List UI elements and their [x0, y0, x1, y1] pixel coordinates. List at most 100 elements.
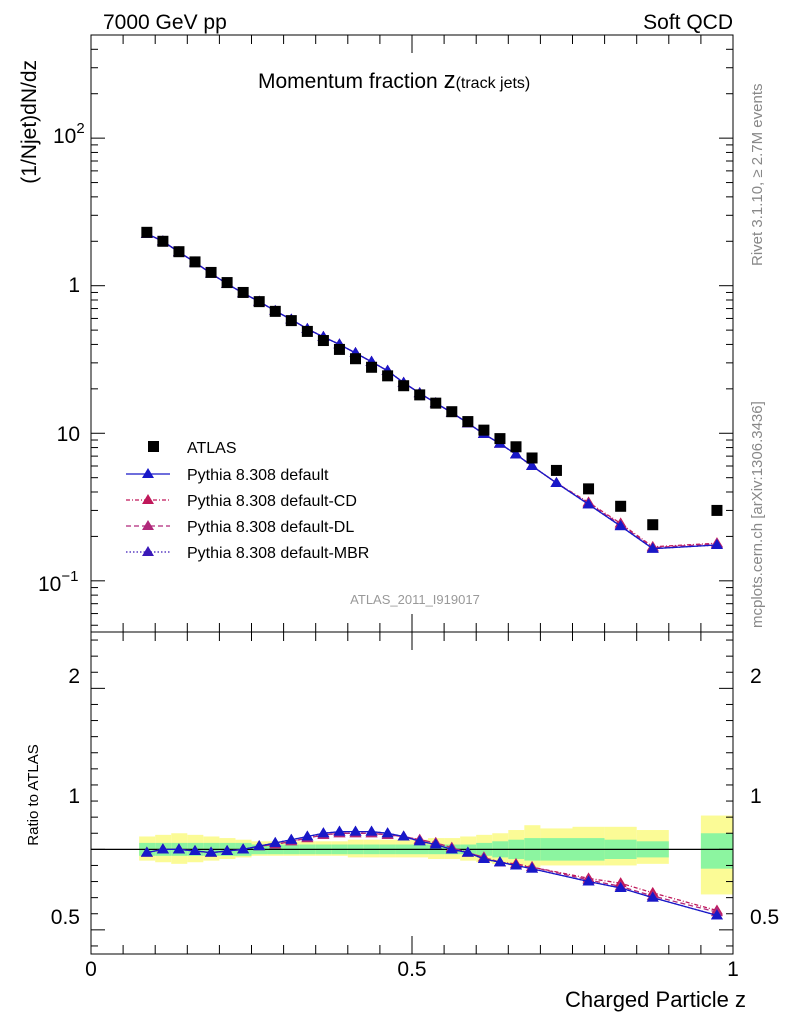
- data-point-atlas: [205, 266, 217, 278]
- legend-marker-cd: [142, 494, 154, 504]
- data-point-atlas: [615, 500, 627, 512]
- legend-marker-dl: [142, 520, 154, 530]
- main-series-group: [140, 226, 723, 553]
- y-tick-label-0p1: 10−1: [38, 568, 78, 596]
- ratio-tick-label-2-left: 2: [68, 665, 80, 688]
- ratio-point-default: [269, 836, 282, 847]
- data-point-atlas: [446, 406, 458, 418]
- main-y-ticks: [91, 34, 733, 626]
- data-point-atlas: [253, 296, 265, 308]
- series-point-default: [614, 520, 627, 531]
- data-point-atlas: [269, 305, 281, 317]
- y-tick-label-10: 1: [68, 274, 80, 297]
- y-tick-label-0p1-base: 10: [38, 573, 61, 596]
- ratio-point-default: [646, 891, 659, 902]
- ratio-plot-frame: [90, 631, 734, 955]
- ratio-y-axis-label: Ratio to ATLAS: [25, 744, 42, 845]
- data-point-atlas: [382, 370, 394, 382]
- x-tick-label-1: 1: [727, 958, 739, 981]
- ratio-point-default: [526, 862, 539, 873]
- x-tick-label-0: 0: [85, 958, 97, 981]
- y-tick-label-100: 102: [53, 120, 85, 148]
- data-point-atlas: [157, 235, 169, 247]
- ratio-tick-label-0p5-left: 0.5: [51, 906, 80, 929]
- ratio-point-default: [397, 830, 410, 841]
- legend-label-dl: Pythia 8.308 default-DL: [187, 519, 354, 536]
- data-point-atlas: [285, 315, 297, 327]
- legend-label-cd: Pythia 8.308 default-CD: [187, 493, 357, 510]
- main-title: Momentum fraction z(track jets): [258, 67, 530, 94]
- x-tick-label-0p5: 0.5: [397, 958, 426, 981]
- data-point-atlas: [494, 433, 506, 445]
- ratio-point-default: [237, 843, 250, 854]
- data-point-atlas: [221, 277, 233, 289]
- ratio-tick-label-2-right: 2: [750, 665, 762, 688]
- data-point-atlas: [317, 335, 329, 347]
- ratio-point-default: [253, 840, 266, 851]
- legend-label-default: Pythia 8.308 default: [187, 467, 329, 484]
- y-tick-label-100-base: 10: [53, 125, 76, 148]
- ratio-point-default: [189, 844, 202, 855]
- data-point-atlas: [350, 353, 362, 365]
- ratio-uncertainty-bands: [139, 815, 733, 895]
- x-axis-label: Charged Particle z: [565, 987, 746, 1012]
- ratio-tick-label-1-left: 1: [68, 785, 80, 808]
- data-point-atlas: [398, 380, 410, 392]
- main-title-text: Momentum fraction: [258, 70, 444, 93]
- data-point-atlas: [430, 397, 442, 409]
- series-point-default: [526, 460, 539, 471]
- data-point-atlas: [462, 416, 474, 428]
- data-point-atlas: [478, 424, 490, 436]
- data-point-atlas: [583, 483, 595, 495]
- ratio-point-default: [710, 909, 723, 920]
- ratio-series-group: [140, 825, 723, 920]
- main-y-axis-label: (1/Njet)dN/dz: [18, 60, 41, 184]
- ratio-point-default: [461, 846, 474, 857]
- data-point-atlas: [526, 452, 538, 464]
- data-point-atlas: [647, 519, 659, 531]
- ratio-point-default: [301, 830, 314, 841]
- main-x-ticks: [90, 35, 734, 632]
- energy-label: 7000 GeV pp: [103, 11, 227, 34]
- main-plot: Momentum fraction z(track jets) (1/Njet)…: [18, 34, 734, 633]
- data-point-atlas: [141, 226, 153, 238]
- data-point-atlas: [414, 389, 426, 401]
- legend-marker-default: [142, 468, 154, 478]
- legend-label-atlas: ATLAS: [187, 440, 237, 457]
- ratio-point-default: [349, 825, 362, 836]
- ratio-point-default: [205, 846, 218, 857]
- ratio-point-default: [445, 843, 458, 854]
- legend-marker-mbr: [142, 546, 154, 556]
- mcplots-side-label: mcplots.cern.ch [arXiv:1306.3436]: [749, 401, 766, 628]
- main-title-sub: (track jets): [456, 75, 531, 92]
- ratio-point-default: [614, 881, 627, 892]
- ratio-point-default: [582, 875, 595, 886]
- ratio-point-default: [333, 825, 346, 836]
- analysis-id-label: ATLAS_2011_I919017: [350, 592, 480, 607]
- data-point-atlas: [189, 256, 201, 268]
- ratio-point-default: [510, 859, 523, 870]
- process-label: Soft QCD: [643, 11, 733, 34]
- y-tick-label-0p1-exp: −1: [61, 568, 78, 585]
- ratio-point-default: [172, 843, 185, 854]
- ratio-point-default: [477, 853, 490, 864]
- ratio-point-default: [285, 833, 298, 844]
- main-plot-frame: [90, 34, 734, 633]
- ratio-y-ticks: [91, 639, 733, 947]
- ratio-tick-label-1-right: 1: [750, 785, 762, 808]
- ratio-x-ticks: [90, 632, 734, 954]
- ratio-point-default: [429, 838, 442, 849]
- ratio-point-default: [140, 846, 153, 857]
- main-title-z: z: [444, 67, 456, 94]
- ratio-plot: Ratio to ATLAS 2 1 0.5 2 1 0.5: [25, 631, 779, 955]
- ratio-point-default: [493, 856, 506, 867]
- series-point-default: [710, 538, 723, 549]
- data-point-atlas: [301, 325, 313, 337]
- ratio-point-default: [221, 844, 234, 855]
- series-point-default: [550, 477, 563, 488]
- data-point-atlas: [366, 361, 378, 373]
- data-point-atlas: [510, 441, 522, 453]
- ratio-point-default: [365, 825, 378, 836]
- data-point-atlas: [333, 343, 345, 355]
